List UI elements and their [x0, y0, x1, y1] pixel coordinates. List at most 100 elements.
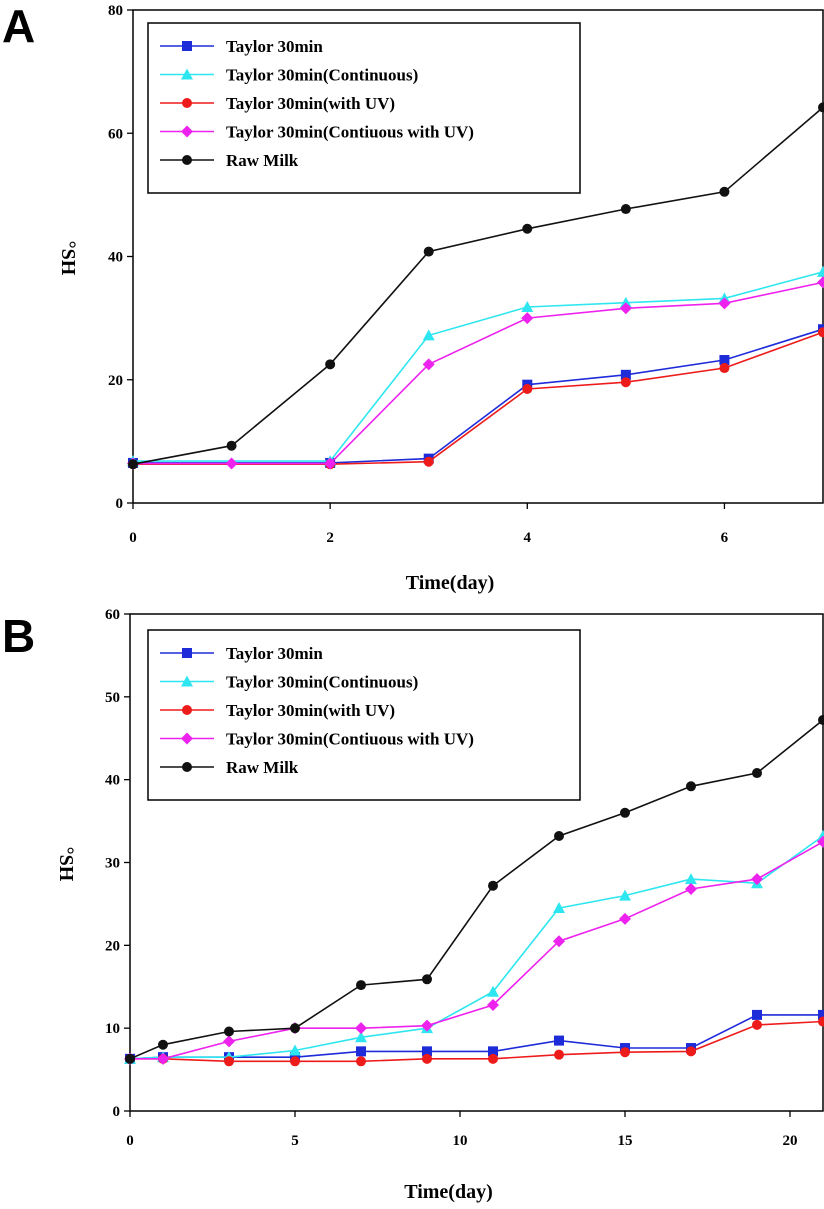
legend-label: Taylor 30min(with UV)	[226, 94, 395, 113]
data-point	[685, 883, 697, 896]
data-point	[817, 835, 824, 848]
data-point	[226, 440, 237, 451]
legend-marker	[182, 41, 192, 51]
legend-label: Raw Milk	[226, 151, 299, 170]
legend-entry: Taylor 30min(Contiuous with UV)	[160, 730, 474, 749]
data-point	[620, 807, 630, 818]
data-point	[128, 459, 138, 470]
legend-box	[147, 629, 581, 801]
data-point	[487, 985, 499, 997]
series-4	[128, 102, 824, 470]
x-tick-label: 10	[453, 1133, 468, 1149]
legend-label: Taylor 30min(Contiuous with UV)	[226, 123, 474, 142]
data-point	[818, 1009, 824, 1020]
legend-marker	[181, 732, 193, 745]
legend-marker	[182, 762, 192, 772]
data-point	[290, 1023, 300, 1034]
data-point	[817, 265, 824, 277]
legend-entry: Taylor 30min	[160, 37, 323, 56]
legend-marker	[182, 648, 192, 658]
data-point	[752, 1009, 762, 1020]
legend-label: Taylor 30min(Continuous)	[226, 673, 418, 692]
data-point	[620, 369, 631, 380]
y-tick-label: 80	[108, 3, 123, 19]
x-tick-label: 6	[721, 530, 729, 546]
legend-label: Taylor 30min(Continuous)	[226, 66, 418, 85]
y-tick-label: 60	[108, 126, 123, 142]
data-point	[423, 456, 434, 467]
series-line	[133, 331, 824, 466]
series-2	[125, 1016, 824, 1067]
data-point	[553, 935, 565, 948]
data-point	[553, 902, 565, 914]
legend-marker	[181, 675, 193, 687]
data-point	[422, 329, 435, 341]
data-point	[125, 1053, 135, 1064]
legend-label: Raw Milk	[226, 758, 299, 777]
chart-panel-b: B 0 10 20 30 40 50 60 0 5 10 15 20 Time(day) °SH Taylor…	[2, 607, 824, 1203]
legend-entry: Taylor 30min	[160, 644, 323, 663]
legend: Taylor 30min Taylor 30min(Continuous) Tayl…	[147, 22, 581, 194]
data-point	[356, 980, 366, 991]
data-point	[356, 1046, 366, 1057]
x-tick-label: 4	[524, 530, 532, 546]
data-point	[422, 1053, 432, 1064]
y-tick-label: 0	[113, 1104, 121, 1120]
panel-letter: B	[2, 610, 35, 662]
legend-marker	[181, 125, 193, 138]
data-point	[554, 1049, 564, 1060]
data-point	[817, 276, 824, 289]
data-point	[620, 1047, 630, 1058]
data-point	[818, 715, 824, 726]
data-point	[818, 327, 824, 338]
series-line	[130, 1020, 824, 1063]
panel-letter: A	[2, 0, 35, 52]
series-line	[133, 281, 824, 465]
data-point	[719, 186, 730, 197]
data-point	[818, 1016, 824, 1027]
data-point	[619, 889, 631, 901]
y-tick-label: 10	[105, 1021, 120, 1037]
legend: Taylor 30min Taylor 30min(Continuous) Tayl…	[147, 629, 581, 801]
y-axis-title: °SH	[57, 241, 79, 276]
legend-entry: Taylor 30min(Continuous)	[160, 66, 418, 85]
data-point	[423, 246, 434, 257]
data-point	[325, 359, 336, 370]
y-tick-label: 20	[108, 373, 123, 389]
legend-entry: Raw Milk	[160, 758, 299, 777]
data-point	[752, 1019, 762, 1030]
y-axis-title: °SH	[55, 847, 77, 882]
data-point	[488, 880, 498, 891]
data-point	[522, 383, 533, 394]
series-line	[132, 106, 824, 465]
data-point	[554, 1035, 564, 1046]
data-point	[619, 302, 632, 315]
data-point	[223, 1035, 235, 1048]
data-point	[752, 768, 762, 779]
data-point	[818, 102, 824, 113]
data-point	[686, 781, 696, 792]
data-point	[719, 363, 730, 374]
x-tick-label: 20	[783, 1133, 798, 1149]
data-point	[422, 358, 435, 371]
data-point	[521, 301, 534, 313]
data-point	[718, 297, 731, 310]
legend-entry: Taylor 30min(Continuous)	[160, 673, 418, 692]
data-point	[686, 1046, 696, 1057]
series-line	[129, 719, 824, 1060]
y-tick-label: 20	[105, 938, 120, 954]
x-axis-title: Time(day)	[406, 572, 495, 594]
x-tick-label: 2	[326, 530, 334, 546]
data-point	[157, 1052, 169, 1065]
data-point	[422, 974, 432, 985]
series-line	[130, 841, 824, 1060]
legend-marker	[181, 68, 193, 80]
legend-entry: Taylor 30min(with UV)	[160, 701, 395, 720]
legend-marker	[182, 98, 192, 108]
data-point	[158, 1039, 168, 1050]
x-tick-label: 5	[291, 1133, 299, 1149]
series-4	[125, 715, 824, 1064]
series-1	[127, 265, 824, 467]
